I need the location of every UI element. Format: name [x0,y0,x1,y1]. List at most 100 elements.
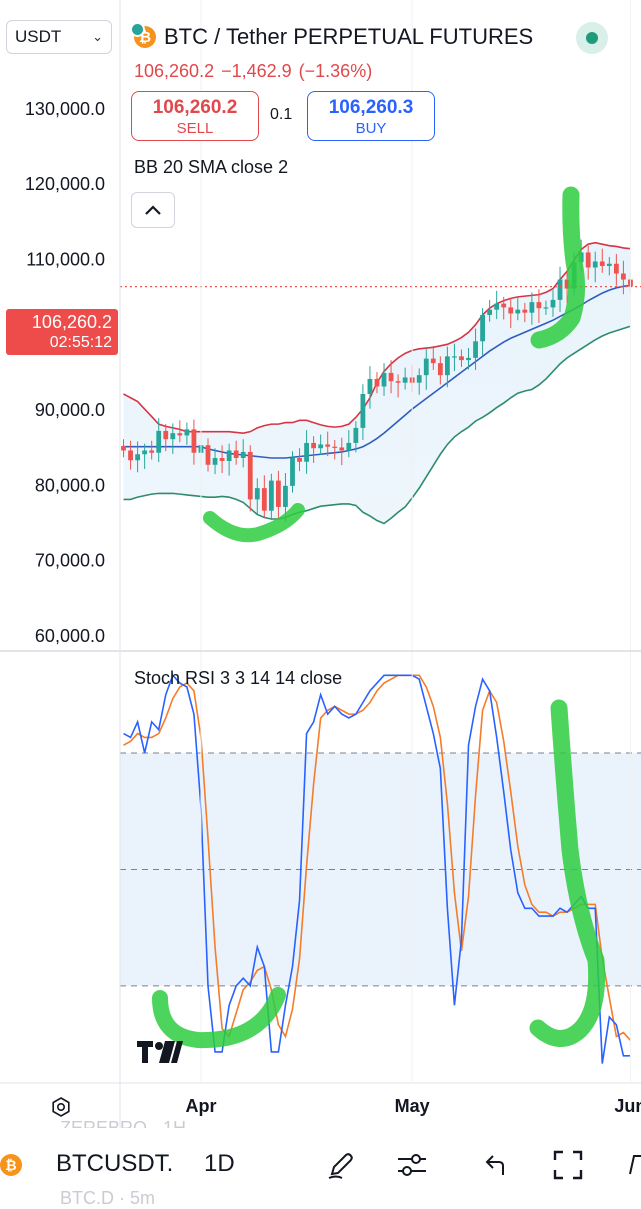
highlight-swoosh-stoch-low [152,987,286,1049]
sell-price: 106,260.2 [152,97,238,118]
highlight-swoosh-price-low [203,503,305,543]
sell-button[interactable]: 106,260.2 SELL [131,91,259,141]
candle-body [402,377,408,383]
currency-select[interactable]: USDT ⌄ [6,20,112,54]
y-tick-label: 110,000.0 [26,249,105,269]
candle-body [332,446,338,448]
undo-icon [485,1155,504,1175]
bar-countdown: 02:55:12 [49,334,112,351]
candle-body [128,450,133,461]
chevron-up-icon [145,205,161,215]
bitcoin-logo-icon: ₿ [130,22,156,48]
candle-body [367,378,373,394]
symbol-button[interactable]: BTCUSDT. [56,1150,174,1177]
y-tick-label: 120,000.0 [25,174,105,194]
y-tick-label: 130,000.0 [25,99,105,119]
interval-button[interactable]: 1D [204,1150,235,1177]
candle-body [135,454,141,461]
price-change-percent: (−1.36%) [298,61,373,81]
chevron-down-icon: ⌄ [92,29,103,44]
tradingview-logo-icon [137,1038,183,1070]
more-icon [629,1155,641,1175]
candle-body [346,442,352,451]
collapse-legend-button[interactable] [131,192,175,228]
current-price-tag: 106,260.2 02:55:12 [6,309,118,355]
candle-body [290,458,295,486]
candle-body [613,263,619,274]
candle-body [233,450,239,458]
candle-body [142,450,148,455]
candle-body [606,263,612,266]
chart-settings-button[interactable] [50,1096,72,1118]
candle-body [543,307,549,309]
candle-body [564,279,570,289]
market-status-icon[interactable] [576,22,608,54]
fullscreen-button[interactable] [551,1148,585,1182]
stoch-rsi-legend[interactable]: Stoch RSI 3 3 14 14 close [134,668,343,688]
x-tick-label: May [395,1096,430,1116]
current-price-label: 106,260.2 [31,312,112,332]
bollinger-bands-legend[interactable]: BB 20 SMA close 2 [134,157,289,177]
y-tick-label: 60,000.0 [35,626,105,646]
undo-button[interactable] [478,1148,512,1182]
buy-button[interactable]: 106,260.3 BUY [307,91,435,141]
candle-body [261,488,267,511]
stoch-pane[interactable] [120,673,641,1064]
candle-body [395,381,401,383]
candle-body [459,356,464,361]
candle-body [494,303,500,310]
bottom-toolbar [0,1128,641,1200]
price-pane[interactable] [120,239,641,525]
candle-body [276,480,281,507]
candle-body [585,252,591,268]
candle-body [184,429,190,436]
candle-body [170,433,176,440]
more-button[interactable] [626,1150,641,1180]
candle-body [311,442,317,449]
candle-body [177,433,183,436]
candle-body [487,309,493,315]
x-tick-label: Apr [185,1096,216,1116]
bb-lower-line [123,325,631,525]
candle-body [423,358,429,376]
y-tick-label: 90,000.0 [35,400,105,420]
highlight-swoosh-stoch-right [529,699,606,1047]
stoch-k-line [123,673,631,1064]
candle-body [226,450,232,462]
candle-body [219,458,225,462]
buy-price: 106,260.3 [328,97,414,118]
candle-body [536,302,542,309]
currency-value: USDT [15,27,62,46]
chart-title[interactable]: ₿ BTC / Tether PERPETUAL FUTURES [130,22,534,50]
sliders-icon [398,1154,426,1176]
settings-icon [52,1097,70,1117]
candle-body [444,356,450,376]
stoch-d-line [123,674,632,1041]
candle-body [247,451,253,500]
candle-body [304,442,309,462]
indicators-button[interactable] [395,1148,429,1182]
candle-body [283,485,288,507]
candle-body [212,458,218,465]
y-tick-label: 80,000.0 [35,475,105,495]
candle-body [205,445,211,465]
price-change: −1,462.9 [221,61,292,81]
candle-body [240,451,246,458]
candle-body [466,357,471,361]
candle-body [191,429,197,453]
symbol-title: BTC / Tether PERPETUAL FUTURES [164,24,534,49]
candle-body [430,358,436,364]
drawing-tools-button[interactable] [324,1148,358,1182]
candle-body [381,372,387,387]
candle-body [550,299,556,308]
candle-body [121,445,126,451]
pencil-icon [328,1153,353,1179]
candle-body [360,394,366,428]
symbol-coin-icon: ₿ [0,1154,22,1176]
highlight-marks [152,186,606,1049]
candle-body [452,356,457,358]
candle-body [508,307,514,314]
candle-body [416,375,422,383]
candle-body [297,458,302,462]
